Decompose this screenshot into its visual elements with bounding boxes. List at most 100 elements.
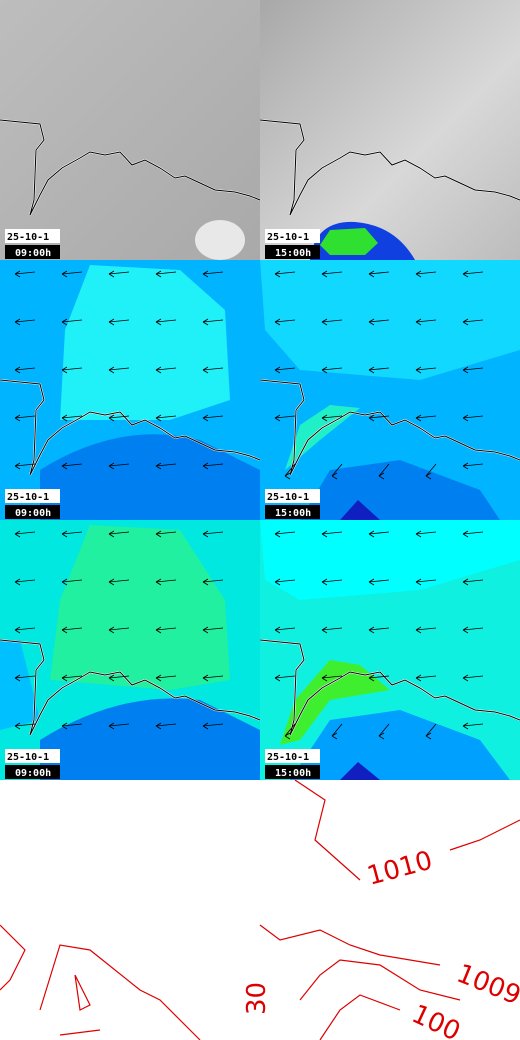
date-label: 25-10-1 xyxy=(7,232,49,243)
wind-arrow xyxy=(155,318,177,326)
wind-arrow xyxy=(321,530,343,538)
wind-arrow xyxy=(155,414,177,422)
field xyxy=(300,460,500,520)
wind-arrow xyxy=(462,578,484,586)
wind-arrow xyxy=(462,318,484,326)
wind-arrow xyxy=(415,674,437,682)
wind-arrow xyxy=(61,318,83,326)
wind-arrow xyxy=(202,270,224,278)
time-box xyxy=(265,765,320,779)
wind-arrow xyxy=(14,626,36,634)
time-label: 09:00h xyxy=(15,248,51,259)
isobar-label: 100 xyxy=(407,999,465,1040)
wind-arrow xyxy=(321,270,343,278)
wind-arrow xyxy=(415,530,437,538)
wind-arrow xyxy=(321,366,343,374)
wind-arrow xyxy=(331,463,343,480)
wind-arrow xyxy=(155,674,177,682)
wind-arrow xyxy=(61,578,83,586)
wind-arrow xyxy=(462,462,484,470)
wind-arrow xyxy=(274,674,296,682)
wind-arrow xyxy=(202,674,224,682)
wind-arrow xyxy=(108,318,130,326)
wind-arrow xyxy=(14,578,36,586)
time-label: 15:00h xyxy=(275,508,311,519)
field xyxy=(0,640,40,730)
wind-arrow xyxy=(202,722,224,730)
wind-arrow xyxy=(61,626,83,634)
wind-arrow xyxy=(425,463,437,480)
wind-arrow xyxy=(425,723,437,740)
wind-arrow xyxy=(202,626,224,634)
wind-arrow xyxy=(14,674,36,682)
date-box xyxy=(265,489,320,503)
wind-arrow xyxy=(155,722,177,730)
wind-arrow xyxy=(415,270,437,278)
isobars xyxy=(0,779,520,1040)
wind-arrow xyxy=(155,462,177,470)
wind-arrow xyxy=(321,626,343,634)
wind-arrow xyxy=(415,626,437,634)
wind-arrow xyxy=(61,462,83,470)
wind-arrow xyxy=(415,578,437,586)
wind-arrow xyxy=(378,463,390,480)
wind-arrow xyxy=(108,462,130,470)
date-box xyxy=(5,749,60,763)
wind-arrow xyxy=(61,530,83,538)
wind-arrow xyxy=(415,318,437,326)
wind-arrow xyxy=(368,674,390,682)
wind-arrow xyxy=(108,366,130,374)
time-label: 15:00h xyxy=(275,248,311,259)
wind-arrow xyxy=(61,414,83,422)
wind-arrow xyxy=(14,270,36,278)
wind-arrow xyxy=(321,674,343,682)
wind-arrow xyxy=(108,722,130,730)
wind-arrow xyxy=(462,366,484,374)
date-label: 25-10-1 xyxy=(7,752,49,763)
wind-arrow xyxy=(155,578,177,586)
wind-arrow xyxy=(108,674,130,682)
isobar-label: 1009 xyxy=(452,959,520,1012)
field xyxy=(280,660,390,745)
wind-arrow xyxy=(61,674,83,682)
wind-arrow xyxy=(61,722,83,730)
date-label: 25-10-1 xyxy=(7,492,49,503)
wind-arrow xyxy=(462,626,484,634)
wind-arrow xyxy=(14,366,36,374)
wind-arrow xyxy=(274,318,296,326)
wind-arrow xyxy=(415,414,437,422)
wind-arrow xyxy=(284,723,296,740)
isobar-label: 1010 xyxy=(364,846,436,892)
wind-arrow xyxy=(14,462,36,470)
date-label: 25-10-1 xyxy=(267,752,309,763)
date-box xyxy=(5,229,60,243)
terrain xyxy=(0,0,260,260)
field xyxy=(290,710,510,780)
wind-arrow xyxy=(462,270,484,278)
wind-arrow xyxy=(14,414,36,422)
wind-arrow xyxy=(61,270,83,278)
wind-arrow xyxy=(108,626,130,634)
date-box xyxy=(5,489,60,503)
wind-arrow xyxy=(321,414,343,422)
field xyxy=(340,500,380,520)
wind-arrow xyxy=(202,366,224,374)
time-box xyxy=(5,505,60,519)
wind-arrow xyxy=(368,270,390,278)
wind-arrow xyxy=(202,318,224,326)
wind-arrow xyxy=(14,530,36,538)
time-label: 09:00h xyxy=(15,768,51,779)
wind-arrow xyxy=(108,414,130,422)
wind-arrow xyxy=(108,578,130,586)
wind-arrow xyxy=(378,723,390,740)
wind-arrow xyxy=(462,722,484,730)
wind-arrow xyxy=(274,270,296,278)
wind-arrow xyxy=(155,270,177,278)
time-box xyxy=(5,245,60,259)
field xyxy=(40,434,260,520)
wind-arrow xyxy=(155,530,177,538)
field xyxy=(285,405,360,470)
wind-arrow xyxy=(462,530,484,538)
wind-arrow xyxy=(368,318,390,326)
